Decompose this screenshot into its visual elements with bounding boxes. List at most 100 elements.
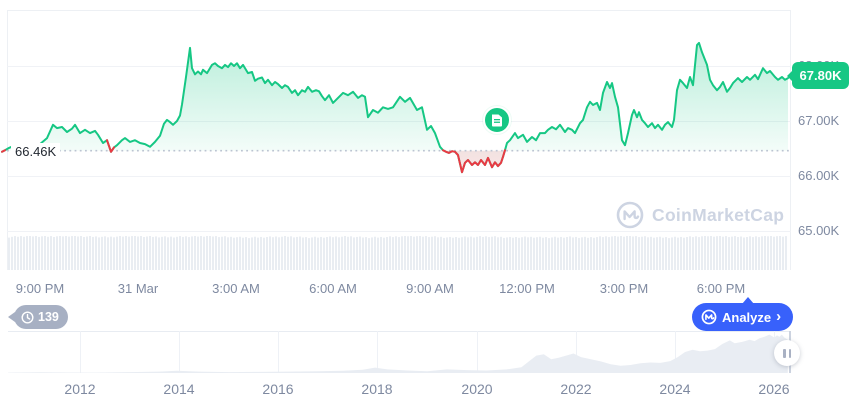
volume-bar (776, 236, 778, 270)
volume-bar (557, 237, 559, 270)
volume-bar (701, 236, 703, 270)
volume-bar (254, 236, 256, 270)
volume-bar (182, 236, 184, 270)
volume-bar (125, 236, 127, 270)
coinmarketcap-mini-logo-icon (701, 309, 717, 325)
volume-bar (488, 237, 490, 270)
volume-bar (437, 237, 439, 270)
volume-bar (359, 236, 361, 270)
volume-bar (293, 237, 295, 270)
volume-bar (533, 237, 535, 270)
volume-bar (407, 236, 409, 270)
volume-bar (566, 237, 568, 270)
volume-bar (59, 236, 61, 270)
volume-bar (656, 237, 658, 270)
volume-bar (767, 236, 769, 270)
volume-bar (470, 236, 472, 270)
volume-bar (401, 236, 403, 270)
volume-bar (509, 236, 511, 270)
volume-bar (413, 236, 415, 270)
navigator-top-border (8, 331, 790, 332)
volume-bar (347, 236, 349, 270)
volume-bar (581, 237, 583, 270)
volume-bar (56, 236, 58, 270)
watermark: CoinMarketCap (616, 201, 784, 229)
volume-bar (257, 237, 259, 270)
volume-bar (191, 236, 193, 270)
volume-bar (41, 236, 43, 270)
analyze-button[interactable]: Analyze › (692, 297, 794, 331)
volume-bar (443, 237, 445, 270)
volume-bar (515, 237, 517, 270)
pause-icon (783, 348, 786, 358)
volume-bar (650, 236, 652, 270)
volume-bar (227, 237, 229, 270)
volume-bar (572, 237, 574, 270)
volume-bar (260, 236, 262, 270)
year-label: 2018 (361, 381, 393, 397)
volume-bar (611, 236, 613, 270)
volume-bar (365, 237, 367, 270)
main-price-chart[interactable] (0, 0, 791, 270)
volume-bar (29, 236, 31, 270)
volume-bar (629, 236, 631, 270)
volume-bar (8, 237, 10, 270)
volume-bar (92, 236, 94, 270)
news-history-badge[interactable]: 139 (8, 305, 68, 329)
volume-bar (569, 236, 571, 270)
volume-bar (110, 236, 112, 270)
x-axis-label: 9:00 PM (15, 281, 65, 296)
volume-bar (287, 236, 289, 270)
news-marker[interactable] (483, 106, 511, 134)
volume-bar (20, 236, 22, 270)
navigator-year-gridline (80, 331, 81, 373)
range-navigator[interactable] (8, 331, 789, 373)
volume-bar (23, 236, 25, 270)
volume-bar (362, 237, 364, 270)
volume-bar (188, 237, 190, 270)
volume-bar (338, 237, 340, 270)
volume-bar (728, 237, 730, 270)
year-label: 2012 (64, 381, 96, 397)
volume-bar (575, 236, 577, 270)
volume-bar (173, 237, 175, 270)
volume-bar (143, 237, 145, 270)
volume-bar (596, 237, 598, 270)
volume-bar (638, 237, 640, 270)
volume-bar (554, 236, 556, 270)
navigator-area (8, 334, 788, 373)
volume-bar (605, 236, 607, 270)
price-line-red (106, 139, 115, 153)
volume-bar (527, 237, 529, 270)
volume-bar (149, 236, 151, 270)
volume-bar (530, 236, 532, 270)
volume-bar (599, 236, 601, 270)
volume-bar (323, 237, 325, 270)
navigator-year-gridline (675, 331, 676, 373)
volume-bar (17, 236, 19, 270)
volume-bar (32, 236, 34, 270)
volume-bar (47, 236, 49, 270)
volume-bar (497, 237, 499, 270)
volume-bar (770, 236, 772, 270)
volume-bar (614, 236, 616, 270)
volume-bar (224, 236, 226, 270)
volume-bar (422, 236, 424, 270)
pause-button[interactable] (774, 340, 800, 366)
volume-bar (647, 237, 649, 270)
volume-bar (311, 237, 313, 270)
volume-bar (170, 236, 172, 270)
volume-bar (179, 236, 181, 270)
volume-bar (140, 236, 142, 270)
x-axis-label: 3:00 PM (599, 281, 649, 296)
volume-bar (683, 237, 685, 270)
volume-bar (548, 238, 550, 270)
x-axis-label: 12:00 PM (499, 281, 555, 296)
volume-bar (542, 237, 544, 270)
year-label: 2022 (560, 381, 592, 397)
y-axis-label: 67.00K (798, 113, 840, 128)
volume-bar (167, 237, 169, 270)
volume-bar (236, 237, 238, 270)
volume-bar (452, 237, 454, 270)
